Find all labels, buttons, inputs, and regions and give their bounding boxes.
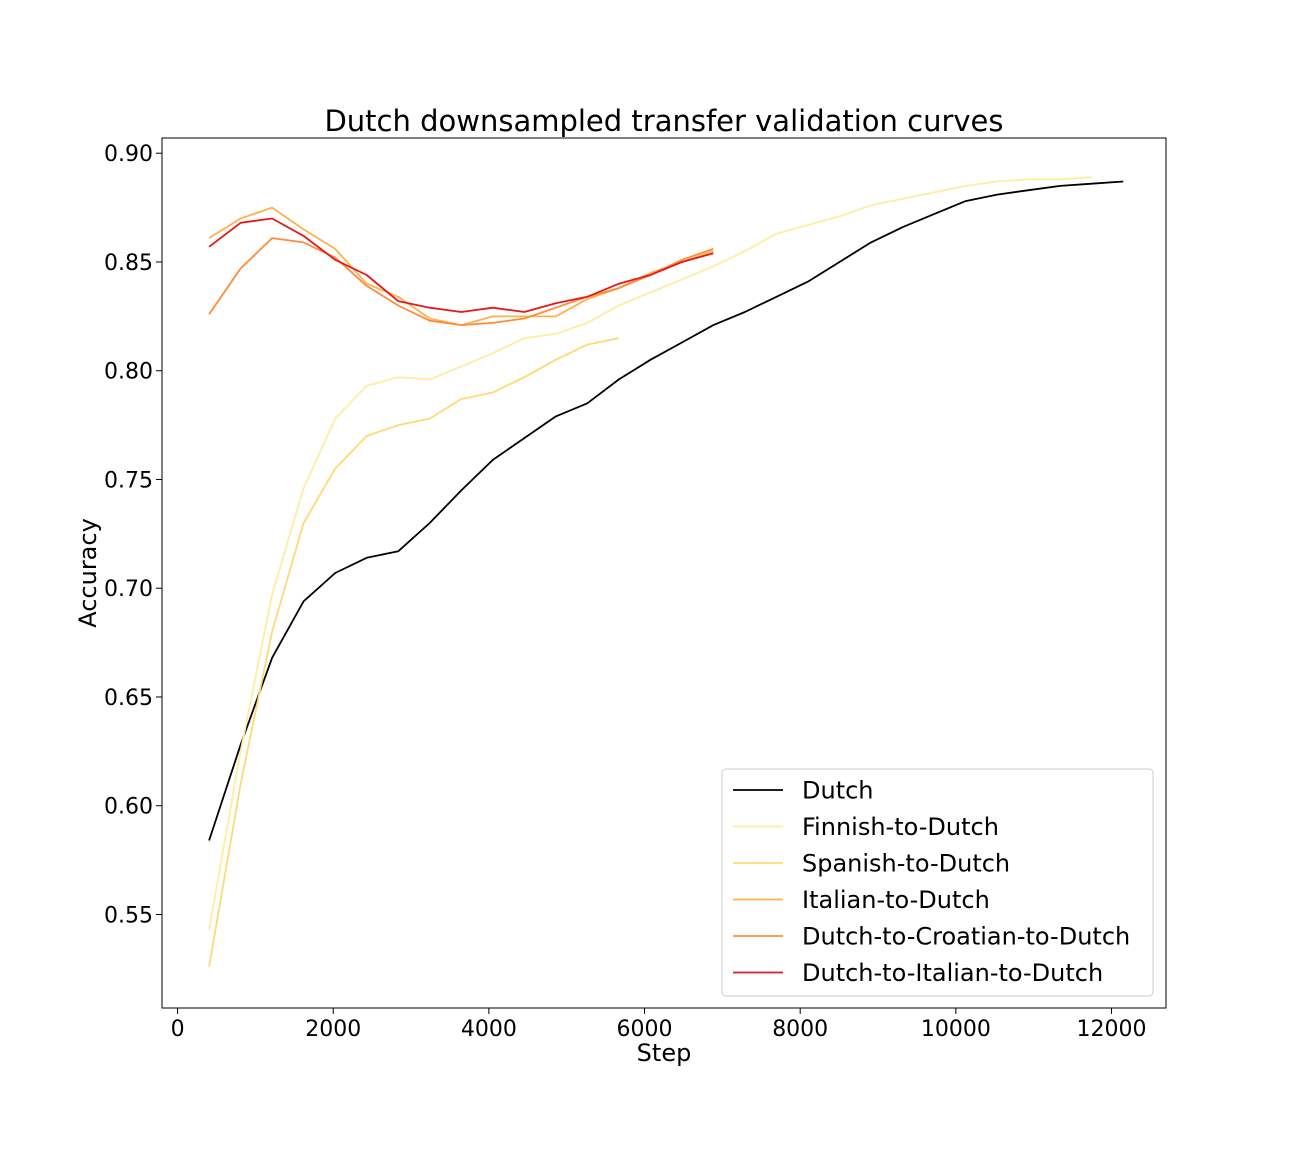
series-line-finnish-to-dutch	[208, 176, 1092, 930]
series-line-dutch-to-italian-to-dutch	[208, 217, 714, 313]
series-line-dutch-to-croatian-to-dutch	[208, 237, 714, 327]
x-tick-label: 0	[171, 1017, 185, 1042]
x-tick-label: 10000	[921, 1017, 991, 1042]
x-tick-label: 8000	[772, 1017, 828, 1042]
legend-label-italian-to-dutch: Italian-to-Dutch	[802, 886, 990, 914]
series-layer	[208, 176, 1124, 967]
x-tick-label: 6000	[617, 1017, 673, 1042]
series-line-dutch	[208, 180, 1124, 841]
x-axis-label: Step	[637, 1039, 692, 1067]
legend-label-dutch-to-croatian-to-dutch: Dutch-to-Croatian-to-Dutch	[802, 923, 1130, 951]
y-tick-label: 0.85	[104, 251, 153, 276]
x-axis: 0 2000 4000 6000 8000 10000 12000	[171, 1008, 1147, 1042]
legend-label-spanish-to-dutch: Spanish-to-Dutch	[802, 850, 1010, 878]
y-tick-label: 0.80	[104, 360, 153, 385]
x-tick-label: 12000	[1077, 1017, 1147, 1042]
legend-box	[721, 768, 1154, 997]
y-tick-label: 0.75	[104, 468, 153, 493]
y-tick-label: 0.90	[104, 142, 153, 167]
y-axis: 0.55 0.60 0.65 0.70 0.75 0.80 0.85 0.90	[104, 142, 162, 928]
series-line-spanish-to-dutch	[208, 337, 620, 967]
y-axis-label: Accuracy	[74, 518, 102, 628]
legend-label-dutch: Dutch	[802, 777, 874, 805]
legend-label-dutch-to-italian-to-dutch: Dutch-to-Italian-to-Dutch	[802, 959, 1103, 987]
legend: Dutch Finnish-to-Dutch Spanish-to-Dutch Ita…	[721, 768, 1154, 997]
y-tick-label: 0.55	[104, 903, 153, 928]
y-tick-label: 0.70	[104, 577, 153, 602]
y-tick-label: 0.65	[104, 686, 153, 711]
legend-label-finnish-to-dutch: Finnish-to-Dutch	[802, 813, 999, 841]
y-tick-label: 0.60	[104, 795, 153, 820]
chart-title: Dutch downsampled transfer validation cu…	[324, 104, 1003, 138]
x-tick-label: 4000	[461, 1017, 517, 1042]
x-tick-label: 2000	[305, 1017, 361, 1042]
plot-frame	[161, 137, 1167, 1009]
